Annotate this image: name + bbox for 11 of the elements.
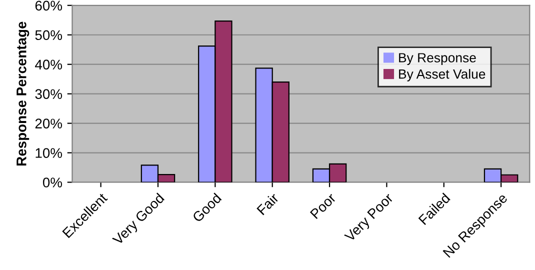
x-tick-label: Fair [256,192,280,216]
y-tick-label: 0% [42,178,62,188]
y-tick-label: 10% [36,148,62,158]
y-axis-title: Response Percentage [16,22,30,166]
y-tick-label: 50% [35,30,62,40]
y-tick-label: 40% [35,60,62,70]
legend-label: By Response [399,53,476,66]
legend-label: By Asset Value [399,69,486,82]
y-tick-label: 20% [35,118,62,128]
y-tick-label: 30% [35,89,62,99]
y-tick-label: 60% [35,0,62,11]
